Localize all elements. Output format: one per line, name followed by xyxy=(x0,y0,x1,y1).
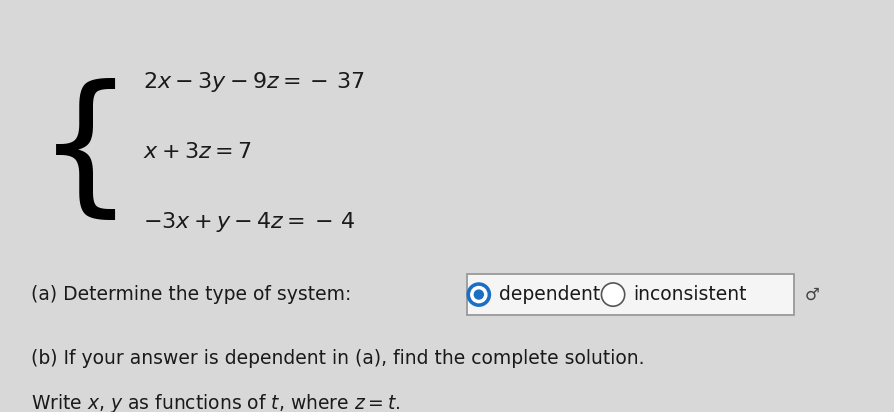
Text: inconsistent: inconsistent xyxy=(632,285,746,304)
Ellipse shape xyxy=(474,290,483,299)
Text: Write $x$, $y$ as functions of $t$, where $z = t$.: Write $x$, $y$ as functions of $t$, wher… xyxy=(31,392,401,412)
Text: $2x - 3y - 9z = -\,37$: $2x - 3y - 9z = -\,37$ xyxy=(143,70,365,94)
Text: $-3x + y - 4z = -\,4$: $-3x + y - 4z = -\,4$ xyxy=(143,211,356,234)
Text: ♂: ♂ xyxy=(804,286,819,304)
FancyBboxPatch shape xyxy=(467,274,793,315)
Text: (a) Determine the type of system:: (a) Determine the type of system: xyxy=(31,285,351,304)
Ellipse shape xyxy=(601,283,624,306)
Text: $\{$: $\{$ xyxy=(36,78,116,227)
Text: $x + 3z = 7$: $x + 3z = 7$ xyxy=(143,143,251,162)
Text: dependent: dependent xyxy=(498,285,599,304)
Text: (b) If your answer is dependent in (a), find the complete solution.: (b) If your answer is dependent in (a), … xyxy=(31,349,644,368)
Ellipse shape xyxy=(470,286,486,303)
Ellipse shape xyxy=(467,283,490,306)
